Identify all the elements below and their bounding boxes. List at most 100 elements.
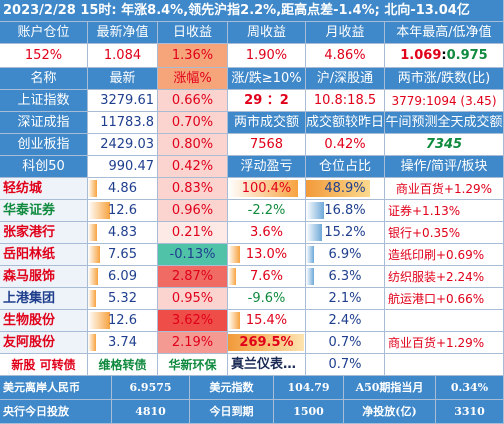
holding-price-text: 6.09	[108, 269, 137, 284]
label-turnover-forecast: 午间预测全天成交额	[385, 112, 504, 134]
col-header-connect: 沪/深股通	[306, 68, 385, 90]
holding-weight: 15.2%	[306, 222, 385, 244]
usd-cnh-label: 美元离岸人民币	[0, 376, 112, 400]
price-databar	[88, 312, 110, 329]
holding-note: 造纸印刷+0.69%	[385, 244, 504, 266]
pnl-databar	[228, 268, 236, 285]
col-header-change: 涨幅%	[158, 68, 228, 90]
holding-weight-text: 16.8%	[324, 203, 366, 218]
holding-note: 纺织服装+2.24%	[385, 266, 504, 288]
holding-price-text: 12.6	[108, 313, 137, 328]
bonds-weight: 0.7%	[306, 354, 385, 376]
pboc-injection-value: 4810	[112, 400, 190, 424]
holding-name: 轻纺城	[0, 178, 88, 200]
holding-note: 商业百货+1.29%	[385, 332, 504, 354]
dxy-label: 美元指数	[190, 376, 274, 400]
holding-price-text: 4.86	[108, 181, 137, 196]
weight-databar	[306, 268, 314, 285]
holding-note: 证券+1.13%	[385, 200, 504, 222]
pnl-databar	[228, 246, 240, 263]
holding-weight: 6.3%	[306, 266, 385, 288]
label-turnover: 两市成交额	[228, 112, 306, 134]
pnl-databar	[228, 334, 304, 351]
index-price: 990.47	[88, 156, 158, 178]
position-value: 152%	[0, 44, 88, 68]
holding-weight-text: 15.2%	[324, 225, 366, 240]
year-range-sep: :	[441, 48, 447, 63]
label-turnover-change: 成交额较昨日	[306, 112, 385, 134]
market-breadth: 3779:1094 (3.45)	[385, 90, 504, 112]
holding-weight-text: 48.9%	[324, 181, 366, 196]
turnover-value: 7568	[228, 134, 306, 156]
holding-note: 航运港口+0.66%	[385, 288, 504, 310]
holding-price-text: 3.74	[108, 335, 137, 350]
nav-value: 1.084	[88, 44, 158, 68]
holding-weight-text: 6.3%	[328, 269, 362, 284]
col-header-position: 账户仓位	[0, 22, 88, 44]
col-header-notes: 操作/简评/板块	[385, 156, 504, 178]
holding-pnl: 13.0%	[228, 244, 306, 266]
holding-weight: 16.8%	[306, 200, 385, 222]
price-databar	[88, 246, 100, 263]
index-price: 3279.61	[88, 90, 158, 112]
holding-name: 生物股份	[0, 310, 88, 332]
col-header-breadth: 两市涨/跌数(比)	[385, 68, 504, 90]
holding-weight: 48.9%	[306, 178, 385, 200]
col-header-pnl: 浮动盈亏	[228, 156, 306, 178]
price-databar	[88, 268, 98, 285]
index-price: 2429.03	[88, 134, 158, 156]
limit-count: 29 ：2	[228, 90, 306, 112]
connect-flow: 10.8:18.5	[306, 90, 385, 112]
index-change: 0.42%	[158, 156, 228, 178]
holding-weight: 2.1%	[306, 288, 385, 310]
bond-item: 真兰仪表…	[228, 354, 306, 376]
turnover-change-value: 0.42%	[306, 134, 385, 156]
holding-name: 张家港行	[0, 222, 88, 244]
holding-name: 岳阳林纸	[0, 244, 88, 266]
a50-label: A50期指当月	[344, 376, 436, 400]
holding-name: 华泰证券	[0, 200, 88, 222]
holding-pnl-text: 269.5%	[239, 335, 294, 350]
holding-price: 5.32	[88, 288, 158, 310]
holding-pnl-text: 7.6%	[249, 269, 284, 284]
a50-value: 0.34%	[436, 376, 504, 400]
holding-change: -0.13%	[158, 244, 228, 266]
holding-weight: 6.9%	[306, 244, 385, 266]
holding-pnl: 3.6%	[228, 222, 306, 244]
holding-pnl-text: 15.4%	[245, 313, 288, 328]
holding-pnl: -9.6%	[228, 288, 306, 310]
bond-item: 维格转债	[88, 354, 158, 376]
holding-change: 2.87%	[158, 266, 228, 288]
holding-change: 0.21%	[158, 222, 228, 244]
holding-name: 上港集团	[0, 288, 88, 310]
daily-return-value: 1.36%	[158, 44, 228, 68]
index-change: 0.66%	[158, 90, 228, 112]
holding-pnl: 7.6%	[228, 266, 306, 288]
bond-item: 华新环保	[158, 354, 228, 376]
maturing-label: 今日到期	[190, 400, 274, 424]
index-change: 0.70%	[158, 112, 228, 134]
year-range-value: 1.069 : 0.975	[385, 44, 504, 68]
holding-pnl: 15.4%	[228, 310, 306, 332]
col-header-price: 最新	[88, 68, 158, 90]
holding-change: 2.19%	[158, 332, 228, 354]
report-title: 2023/2/28 15时: 年涨8.4%,领先沪指2.2%,距高点差-1.4%…	[0, 0, 504, 22]
holding-note	[385, 310, 504, 332]
holding-price-text: 12.6	[108, 203, 137, 218]
weekly-return-value: 1.90%	[228, 44, 306, 68]
new-issues-label: 新股 可转债	[0, 354, 88, 376]
maturing-value: 1500	[274, 400, 344, 424]
weight-databar	[306, 180, 370, 197]
holding-price: 6.09	[88, 266, 158, 288]
net-injection-label: 净投放(亿)	[344, 400, 436, 424]
weight-databar	[306, 202, 324, 219]
price-databar	[88, 202, 110, 219]
holding-note: 商业百货+1.29%	[385, 178, 504, 200]
year-low: 0.975	[446, 48, 488, 63]
holding-price-text: 4.83	[108, 225, 137, 240]
price-databar	[88, 290, 96, 307]
holding-weight: 2.4%	[306, 310, 385, 332]
col-header-weekly: 周收益	[228, 22, 306, 44]
holding-price-text: 5.32	[108, 291, 137, 306]
